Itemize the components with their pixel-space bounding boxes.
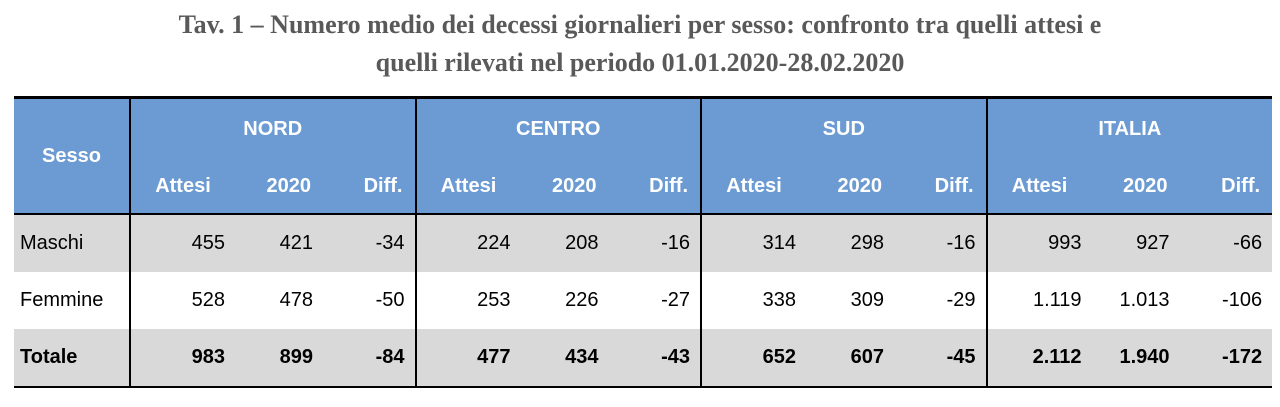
header-row-subheaders: Attesi 2020 Diff. Attesi 2020 Diff. Atte… [14,159,1273,214]
subheader-attesi: Attesi [414,159,521,214]
subheader-diff: Diff. [323,159,416,214]
subheader-diff: Diff. [1179,159,1273,214]
header-sesso: Sesso [14,97,130,214]
header-row-regions: Sesso NORD CENTRO SUD ITALIA [14,97,1273,214]
subheader-diff: Diff. [894,159,987,214]
cell-sud-diff: -45 [894,329,987,388]
cell-nord-diff: -50 [323,272,416,329]
title-line-2: quelli rilevati nel periodo 01.01.2020-2… [375,48,905,77]
table-row-maschi: Maschi 455 421 -34 224 208 -16 314 298 -… [14,214,1273,272]
cell-sud-2020: 298 [806,214,895,272]
cell-sud-2020: 309 [806,272,895,329]
subheader-attesi: Attesi [700,159,807,214]
table-row-totale: Totale 983 899 -84 477 434 -43 652 607 -… [14,329,1273,388]
cell-italia-attesi: 993 [985,214,1092,272]
header-region-sud: SUD [700,97,987,159]
row-label: Maschi [14,214,130,272]
header-region-nord: NORD [129,97,416,159]
cell-nord-diff: -34 [323,214,416,272]
cell-italia-diff: -172 [1179,329,1273,388]
cell-sud-diff: -29 [894,272,987,329]
cell-sud-attesi: 314 [700,214,807,272]
cell-italia-2020: 1.940 [1091,329,1180,388]
cell-centro-2020: 208 [520,214,609,272]
subheader-2020: 2020 [1091,159,1180,214]
row-label: Totale [14,329,130,388]
cell-nord-diff: -84 [323,329,416,388]
cell-italia-attesi: 2.112 [985,329,1092,388]
cell-sud-attesi: 338 [700,272,807,329]
cell-nord-2020: 478 [235,272,323,329]
cell-italia-2020: 1.013 [1091,272,1180,329]
cell-nord-2020: 899 [235,329,323,388]
table-title: Tav. 1 – Numero medio dei decessi giorna… [0,6,1280,82]
cell-centro-diff: -16 [608,214,702,272]
cell-centro-2020: 226 [520,272,609,329]
title-line-1: Tav. 1 – Numero medio dei decessi giorna… [178,10,1102,39]
cell-italia-diff: -66 [1179,214,1273,272]
cell-centro-attesi: 477 [414,329,521,388]
cell-centro-diff: -43 [608,329,702,388]
cell-sud-diff: -16 [894,214,987,272]
cell-nord-attesi: 528 [129,272,235,329]
cell-italia-attesi: 1.119 [985,272,1092,329]
cell-centro-attesi: 253 [414,272,521,329]
cell-centro-2020: 434 [520,329,609,388]
subheader-attesi: Attesi [129,159,235,214]
subheader-2020: 2020 [806,159,895,214]
table-row-femmine: Femmine 528 478 -50 253 226 -27 338 309 … [14,272,1273,329]
header-region-italia: ITALIA [985,97,1273,159]
cell-nord-attesi: 983 [129,329,235,388]
cell-italia-diff: -106 [1179,272,1273,329]
cell-centro-diff: -27 [608,272,702,329]
cell-italia-2020: 927 [1091,214,1180,272]
cell-sud-2020: 607 [806,329,895,388]
subheader-attesi: Attesi [985,159,1092,214]
subheader-diff: Diff. [608,159,702,214]
subheader-2020: 2020 [235,159,323,214]
cell-sud-attesi: 652 [700,329,807,388]
cell-nord-2020: 421 [235,214,323,272]
header-region-centro: CENTRO [414,97,702,159]
subheader-2020: 2020 [520,159,609,214]
row-label: Femmine [14,272,130,329]
cell-centro-attesi: 224 [414,214,521,272]
deaths-table: Sesso NORD CENTRO SUD ITALIA Attesi 2020… [14,96,1273,388]
cell-nord-attesi: 455 [129,214,235,272]
